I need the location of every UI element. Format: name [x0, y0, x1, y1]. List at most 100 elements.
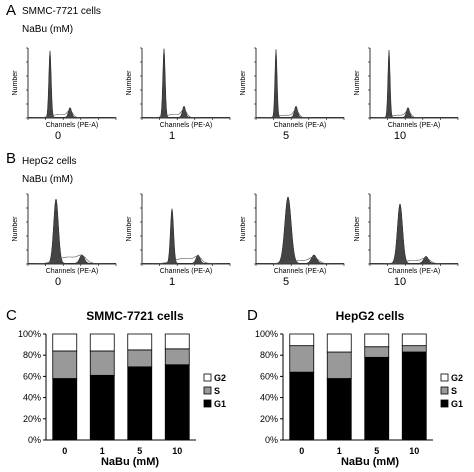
panel-a-hist-ylabel: Number	[354, 70, 361, 96]
chart-d-legend-swatch-g1	[440, 399, 449, 408]
chart-c-bar-g2-1	[89, 333, 115, 352]
panel-a-hist-xlabel: Channels (PE-A)	[46, 122, 99, 129]
chart-c-xtick-label: 1	[100, 446, 105, 456]
chart-d-ytick-label: 20%	[260, 414, 278, 424]
panel-b-hist-fill	[141, 208, 231, 265]
panel-a-dose-label-2: 5	[282, 130, 290, 142]
chart-c-bar-g2-2	[127, 333, 153, 351]
chart-d-bar-g1-3	[401, 351, 427, 441]
chart-d-bar-s-3	[401, 345, 427, 353]
chart-c-ytick-label: 100%	[18, 329, 41, 339]
chart-d-xtick-label: 10	[409, 446, 419, 456]
panel-b-dose-label-3: 10	[393, 276, 407, 288]
chart-d-bar-s-1	[326, 351, 352, 379]
panel-b-hist-xlabel: Channels (PE-A)	[46, 268, 99, 275]
chart-c-bar-s-3	[164, 348, 190, 366]
panel-b-hist-xlabel: Channels (PE-A)	[388, 268, 441, 275]
panel-a-histogram-2: Number Channels (PE-A)	[240, 47, 345, 129]
chart-d-title: HepG2 cells	[335, 309, 405, 323]
panel-b-histogram-1: Number Channels (PE-A)	[126, 193, 231, 275]
panel-b-hist-fill	[255, 196, 345, 265]
panel-b-hist-s-curve	[370, 257, 458, 265]
panel-a-histogram-0: Number Channels (PE-A)	[12, 47, 117, 129]
panel-a-dose-label-1: 1	[168, 130, 176, 142]
chart-c-bar-s-2	[127, 349, 153, 368]
chart-c-bar-g1-0	[52, 378, 78, 441]
chart-c-ytick-label: 60%	[23, 371, 41, 381]
panel-b-hist-ylabel: Number	[240, 216, 247, 242]
panel-a-hist-fill	[141, 48, 231, 119]
chart-d-legend-label-g1: G1	[451, 399, 463, 409]
panel-a-dose-label-0: 0	[54, 130, 62, 142]
chart-c-ytick-label: 0%	[28, 435, 41, 445]
chart-d-bar-s-0	[289, 345, 315, 373]
chart-d-legend-label-s: S	[451, 386, 457, 396]
panel-a-cell-line: SMMC-7721 cells	[22, 6, 101, 17]
panel-letter-c: C	[6, 307, 17, 324]
panel-b-dose-label-1: 1	[168, 276, 176, 288]
chart-c-legend-label-g1: G1	[214, 399, 226, 409]
chart-d-ytick-label: 60%	[260, 371, 278, 381]
panel-a-hist-xlabel: Channels (PE-A)	[274, 122, 327, 129]
panel-b-hist-ylabel: Number	[126, 216, 133, 242]
panel-b-treatment: NaBu (mM)	[22, 174, 74, 185]
chart-d-ytick-label: 0%	[265, 435, 278, 445]
chart-c-xtick-label: 0	[62, 446, 67, 456]
panel-letter-d: D	[247, 307, 258, 324]
chart-d-bar-g1-0	[289, 371, 315, 441]
chart-d-ytick-label: 100%	[255, 329, 278, 339]
chart-d-bar-s-2	[364, 346, 390, 358]
chart-d-bar-g2-2	[364, 333, 390, 348]
panel-a-hist-s-curve	[370, 110, 458, 119]
panel-b-hist-ylabel: Number	[354, 216, 361, 242]
panel-a-hist-ylabel: Number	[240, 70, 247, 96]
panel-b-hist-fill	[27, 198, 117, 265]
panel-a-hist-ylabel: Number	[126, 70, 133, 96]
chart-c-bar-g2-3	[164, 333, 190, 350]
chart-d-xtick-label: 1	[337, 446, 342, 456]
panel-b-dose-label-0: 0	[54, 276, 62, 288]
panel-a-hist-fill	[27, 50, 117, 119]
panel-a-hist-s-curve	[142, 109, 230, 119]
panel-b-hist-xlabel: Channels (PE-A)	[160, 268, 213, 275]
chart-c: 0% 20% 40% 60% 80% 100% 0 1 5 10 G2 S G1	[18, 329, 226, 456]
chart-d-bar-g2-1	[326, 333, 352, 353]
chart-d-bar-g2-0	[289, 333, 315, 347]
chart-c-bar-s-0	[52, 350, 78, 379]
panel-a-histogram-1: Number Channels (PE-A)	[126, 47, 231, 129]
panel-b-hist-s-curve	[28, 254, 116, 265]
panel-a-hist-ylabel: Number	[12, 70, 19, 96]
chart-c-ytick-label: 20%	[23, 414, 41, 424]
panel-b-dose-label-2: 5	[282, 276, 290, 288]
panel-a-hist-xlabel: Channels (PE-A)	[388, 122, 441, 129]
panel-b-hist-xlabel: Channels (PE-A)	[274, 268, 327, 275]
chart-c-xlabel: NaBu (mM)	[100, 456, 160, 468]
chart-d-bar-g1-2	[364, 356, 390, 441]
chart-c-legend-swatch-g2	[203, 373, 212, 382]
chart-d-legend-swatch-s	[440, 386, 449, 395]
panel-b-histogram-0: Number Channels (PE-A)	[12, 193, 117, 275]
chart-d-xlabel: NaBu (mM)	[340, 456, 400, 468]
panel-a-hist-xlabel: Channels (PE-A)	[160, 122, 213, 129]
panel-b-hist-fill	[369, 203, 459, 265]
panel-a-hist-s-curve	[28, 109, 116, 119]
chart-c-legend-swatch-g1	[203, 399, 212, 408]
chart-c-legend-swatch-s	[203, 386, 212, 395]
panel-a-treatment: NaBu (mM)	[22, 24, 74, 35]
panel-a-histogram-3: Number Channels (PE-A)	[354, 47, 459, 129]
panel-letter-a: A	[6, 2, 17, 19]
chart-c-bar-s-1	[89, 350, 115, 376]
chart-d-legend-swatch-g2	[440, 373, 449, 382]
chart-c-bar-g1-2	[127, 366, 153, 441]
panel-b-histogram-3: Number Channels (PE-A)	[354, 193, 459, 275]
chart-d-legend-label-g2: G2	[451, 373, 463, 383]
chart-c-ytick-label: 40%	[23, 393, 41, 403]
chart-c-legend-label-g2: G2	[214, 373, 226, 383]
panel-b-hist-s-curve	[256, 256, 344, 265]
chart-d-bar-g2-3	[401, 333, 427, 347]
chart-d: 0% 20% 40% 60% 80% 100% 0 1 5 10 G2 S G1	[255, 329, 463, 456]
panel-b-hist-ylabel: Number	[12, 216, 19, 242]
panel-letter-b: B	[6, 150, 17, 167]
chart-c-bar-g1-1	[89, 374, 115, 441]
chart-d-xtick-label: 0	[299, 446, 304, 456]
